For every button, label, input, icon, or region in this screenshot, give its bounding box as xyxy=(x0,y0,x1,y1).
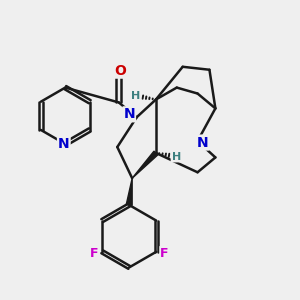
Text: O: O xyxy=(114,64,126,78)
Polygon shape xyxy=(132,151,158,178)
Text: F: F xyxy=(90,247,98,260)
Polygon shape xyxy=(126,178,132,205)
Text: N: N xyxy=(58,137,70,151)
Text: N: N xyxy=(197,136,209,150)
Text: F: F xyxy=(160,247,169,260)
Text: H: H xyxy=(131,91,140,101)
Text: N: N xyxy=(123,107,135,121)
Text: H: H xyxy=(172,152,181,161)
